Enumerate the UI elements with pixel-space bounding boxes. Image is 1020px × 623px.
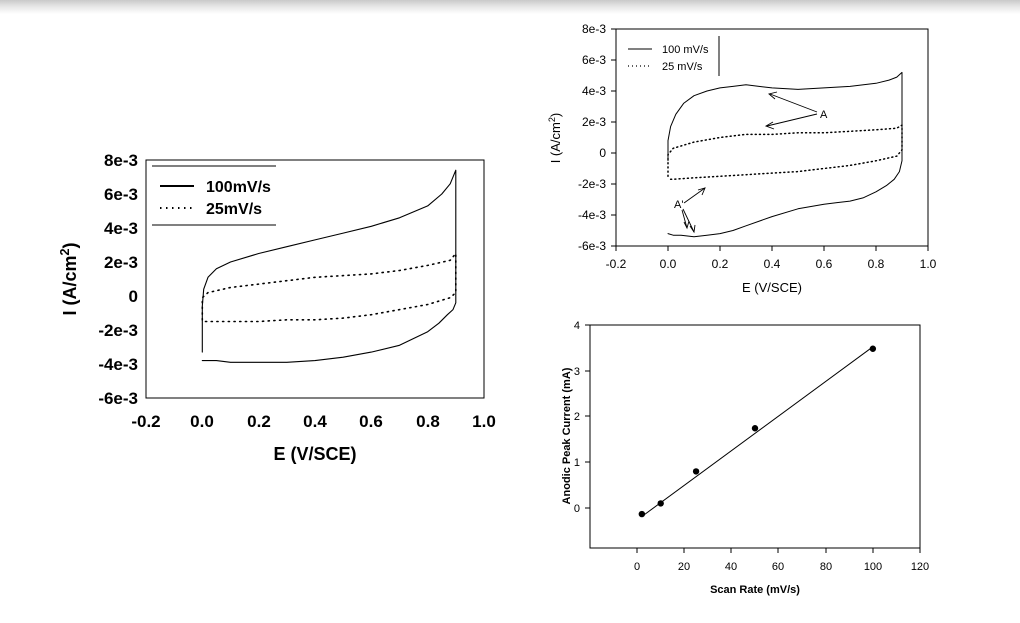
annotation-arrow xyxy=(681,209,688,229)
series-line-25mv-s xyxy=(201,252,457,323)
y-tick-label: 2e-3 xyxy=(104,253,138,272)
annotation-arrow xyxy=(683,187,706,204)
y-tick-label: 3 xyxy=(574,366,580,378)
legend-label: 100mV/s xyxy=(206,179,271,196)
series-line-100-mv-s xyxy=(667,71,903,238)
legend-label: 100 mV/s xyxy=(662,44,709,56)
x-tick-label: -0.2 xyxy=(606,257,627,271)
y-tick-label: 8e-3 xyxy=(582,22,606,36)
annotation-a-prime: A' xyxy=(674,187,706,234)
y-tick-label: -4e-3 xyxy=(98,355,138,374)
y-tick-label: 2 xyxy=(574,411,580,423)
y-tick-label: 4 xyxy=(574,320,580,332)
x-tick-label: 0.8 xyxy=(416,412,440,431)
annotation-arrowhead xyxy=(768,91,778,100)
series-line-100mv-s xyxy=(201,169,457,363)
x-tick-label: 0.8 xyxy=(868,257,885,271)
y-tick-label: 6e-3 xyxy=(104,185,138,204)
annotation-label: A' xyxy=(674,199,683,211)
x-axis-label: Scan Rate (mV/s) xyxy=(710,584,800,596)
data-point xyxy=(657,500,664,507)
x-tick-label: 80 xyxy=(820,561,832,573)
series-group xyxy=(638,345,877,518)
y-tick-label: -6e-3 xyxy=(578,239,606,253)
plot-area-frame xyxy=(589,324,921,549)
legend: 100mV/s 25mV/s xyxy=(152,165,276,226)
x-tick-label: 0.2 xyxy=(247,412,271,431)
annotation-arrowhead xyxy=(697,187,706,196)
annotation-a: A xyxy=(764,91,828,130)
y-tick-labels: -6e-3 -4e-3 -2e-3 0 2e-3 4e-3 6e-3 8e-3 xyxy=(578,22,606,253)
data-point xyxy=(751,425,759,432)
legend: 100 mV/s 25 mV/s xyxy=(628,36,720,76)
series-line-25-mv-s xyxy=(667,124,903,181)
y-ticks xyxy=(611,28,616,247)
x-tick-label: 60 xyxy=(772,561,784,573)
x-tick-label: 0.4 xyxy=(764,257,781,271)
y-tick-labels: 0 1 2 3 4 xyxy=(574,320,580,515)
x-tick-labels: 0 20 40 60 80 100 120 xyxy=(634,561,929,573)
legend-label: 25mV/s xyxy=(206,201,262,218)
x-ticks xyxy=(636,548,921,553)
y-tick-label: 2e-3 xyxy=(582,115,606,129)
x-tick-label: 1.0 xyxy=(472,412,496,431)
y-tick-label: -2e-3 xyxy=(578,177,606,191)
x-axis-label: E (V/SCE) xyxy=(742,280,802,295)
x-ticks xyxy=(615,246,929,251)
annotation-arrow xyxy=(766,113,818,127)
series-group xyxy=(667,71,903,238)
annotation-arrow xyxy=(682,208,695,233)
plot-area-frame xyxy=(145,159,485,399)
y-axis-label: I (A/cm2) xyxy=(58,242,80,315)
y-axis-label: I (A/cm2) xyxy=(547,113,563,164)
y-tick-label: 1 xyxy=(574,457,580,469)
data-point xyxy=(638,510,646,518)
x-tick-label: 0.0 xyxy=(190,412,214,431)
x-tick-label: 0.6 xyxy=(359,412,383,431)
data-point xyxy=(869,345,877,352)
annotation-arrowhead xyxy=(689,224,696,234)
y-tick-label: 0 xyxy=(574,503,580,515)
annotation-arrowhead xyxy=(764,121,775,130)
fit-line xyxy=(641,346,874,517)
annotation-arrowhead xyxy=(683,220,690,230)
x-axis-label: E (V/SCE) xyxy=(273,444,356,464)
legend-label: 25 mV/s xyxy=(662,61,703,73)
x-tick-label: 120 xyxy=(911,561,929,573)
x-tick-label: 20 xyxy=(678,561,690,573)
x-tick-label: 0.4 xyxy=(303,412,327,431)
x-tick-labels: -0.2 0.0 0.2 0.4 0.6 0.8 1.0 xyxy=(606,257,937,271)
x-tick-label: 100 xyxy=(864,561,882,573)
series-group xyxy=(201,169,457,363)
y-axis-label: Anodic Peak Current (mA) xyxy=(561,367,573,504)
x-tick-label: 0 xyxy=(634,561,640,573)
x-tick-label: 0.2 xyxy=(712,257,729,271)
top-gradient-bar xyxy=(0,0,1020,14)
y-tick-label: 0 xyxy=(599,146,606,160)
y-tick-label: -2e-3 xyxy=(98,321,138,340)
y-tick-label: 8e-3 xyxy=(104,151,138,170)
y-tick-label: 0 xyxy=(129,287,138,306)
x-tick-label: -0.2 xyxy=(131,412,160,431)
x-tick-label: 40 xyxy=(725,561,737,573)
annotation-label: A xyxy=(820,109,828,121)
x-tick-label: 1.0 xyxy=(920,257,937,271)
y-tick-labels: -6e-3 -4e-3 -2e-3 0 2e-3 4e-3 6e-3 8e-3 xyxy=(98,151,138,408)
y-tick-label: -4e-3 xyxy=(578,208,606,222)
y-tick-label: 4e-3 xyxy=(104,219,138,238)
x-tick-labels: -0.2 0.0 0.2 0.4 0.6 0.8 1.0 xyxy=(131,412,495,431)
data-point xyxy=(692,468,700,475)
y-tick-label: 4e-3 xyxy=(582,84,606,98)
annotation-arrow xyxy=(769,93,818,113)
x-tick-label: 0.6 xyxy=(816,257,833,271)
y-tick-label: 6e-3 xyxy=(582,53,606,67)
x-tick-label: 0.0 xyxy=(660,257,677,271)
y-ticks xyxy=(585,324,590,509)
y-tick-label: -6e-3 xyxy=(98,389,138,408)
